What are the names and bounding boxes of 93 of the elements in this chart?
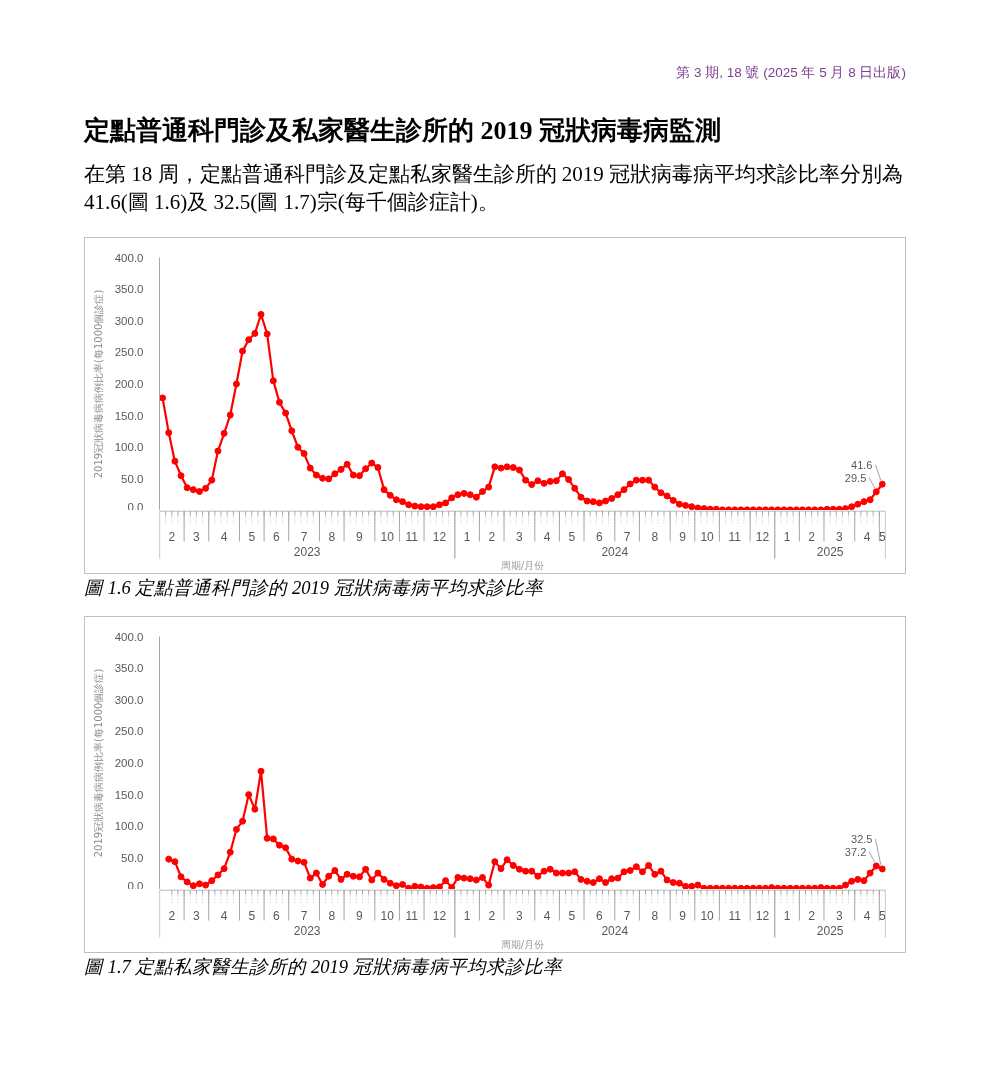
x-tick-label: 11 xyxy=(405,909,419,924)
x-tick-label: 9 xyxy=(679,909,687,924)
y-tick-label: 400.0 xyxy=(114,251,144,264)
x-tick-label: 11 xyxy=(728,909,742,924)
x-tick-label: 1 xyxy=(463,909,471,924)
x-tick-label: 11 xyxy=(728,530,742,544)
x-tick-label: 9 xyxy=(356,909,364,924)
x-tick-label: 9 xyxy=(356,530,364,544)
x-tick-label: 10 xyxy=(700,530,715,544)
x-tick-label: 3 xyxy=(193,530,201,544)
y-axis-title: 2019冠狀病毒病病例比率(每1000個診症) xyxy=(92,289,104,479)
x-tick-label: 2 xyxy=(168,530,176,544)
data-label: 29.5 xyxy=(844,471,867,484)
x-tick-label: 4 xyxy=(543,909,551,924)
x-tick-label: 12 xyxy=(432,530,447,544)
y-tick-label: 0.0 xyxy=(127,879,144,892)
y-tick-label: 0.0 xyxy=(127,500,144,513)
x-tick-label: 6 xyxy=(273,909,281,924)
x-tick-label: 1 xyxy=(463,530,471,544)
x-tick-label: 12 xyxy=(432,909,447,924)
x-tick-label: 5 xyxy=(568,909,576,924)
data-label: 32.5 xyxy=(851,833,873,846)
text: 2023 xyxy=(293,545,321,559)
y-tick-label: 100.0 xyxy=(114,820,144,833)
x-tick-label: 3 xyxy=(516,530,524,544)
x-tick-label: 2 xyxy=(808,909,816,924)
x-tick-label: 1 xyxy=(783,530,791,544)
y-tick-label: 150.0 xyxy=(114,409,144,422)
x-tick-label: 7 xyxy=(300,530,308,544)
x-tick-label: 6 xyxy=(596,530,604,544)
y-tick-label: 300.0 xyxy=(114,314,144,327)
x-axis-title: 周期/月份 xyxy=(500,560,545,571)
x-tick-label: 10 xyxy=(700,909,715,924)
text: 2025 xyxy=(816,924,844,939)
x-tick-label: 4 xyxy=(220,530,228,544)
data-label: 41.6 xyxy=(851,458,873,471)
x-tick-label: 3 xyxy=(836,530,844,544)
x-tick-label: 12 xyxy=(755,909,770,924)
y-tick-label: 150.0 xyxy=(114,788,144,801)
data-label: 37.2 xyxy=(844,846,867,859)
text: 定點普通科門診及私家醫生診所的 2019 冠狀病毒病監測 xyxy=(84,116,722,146)
y-tick-label: 50.0 xyxy=(121,852,144,865)
y-tick-label: 100.0 xyxy=(114,441,144,454)
x-tick-label: 2 xyxy=(488,909,496,924)
x-tick-label: 10 xyxy=(380,530,395,544)
x-tick-label: 8 xyxy=(651,909,659,924)
x-tick-label: 7 xyxy=(623,530,631,544)
x-axis-title: 周期/月份 xyxy=(500,939,545,951)
x-tick-label: 4 xyxy=(863,909,871,924)
x-tick-label: 12 xyxy=(755,530,770,544)
x-tick-label: 6 xyxy=(273,530,281,544)
y-tick-label: 350.0 xyxy=(114,283,144,296)
x-tick-label: 7 xyxy=(300,909,308,924)
x-tick-label: 5 xyxy=(248,530,256,544)
x-tick-label: 5 xyxy=(879,909,887,924)
x-tick-label: 8 xyxy=(328,530,336,544)
x-tick-label: 10 xyxy=(380,909,395,924)
x-tick-label: 1 xyxy=(783,909,791,924)
y-tick-label: 300.0 xyxy=(114,693,144,706)
text: 2024 xyxy=(601,545,629,559)
x-tick-label: 5 xyxy=(568,530,576,544)
y-tick-label: 250.0 xyxy=(114,725,144,738)
x-tick-label: 11 xyxy=(405,530,419,544)
y-tick-label: 50.0 xyxy=(121,472,144,485)
x-tick-label: 3 xyxy=(516,909,524,924)
text: 2023 xyxy=(293,924,321,939)
y-tick-label: 200.0 xyxy=(114,757,144,770)
x-tick-label: 4 xyxy=(220,909,228,924)
x-tick-label: 8 xyxy=(651,530,659,544)
text: 第 3 期, 18 號 (2025 年 5 月 8 日出版) xyxy=(675,64,906,82)
x-tick-label: 3 xyxy=(193,909,201,924)
text: 圖 1.7 定點私家醫生診所的 2019 冠狀病毒病平均求診比率 xyxy=(84,956,564,979)
x-tick-label: 9 xyxy=(679,530,687,544)
x-tick-label: 8 xyxy=(328,909,336,924)
x-tick-label: 4 xyxy=(863,530,871,544)
x-tick-label: 3 xyxy=(836,909,844,924)
y-tick-label: 200.0 xyxy=(114,378,144,390)
text: 在第 18 周，定點普通科門診及定點私家醫生診所的 2019 冠狀病毒病平均求診比率分別為 41.6(圖 1.6)及 32.5(圖 1.7)宗(每千個診症計)。 xyxy=(84,161,904,216)
y-axis-title: 2019冠狀病毒病病例比率(每1000個診症) xyxy=(92,668,104,858)
x-tick-label: 5 xyxy=(879,530,887,544)
text: 2025 xyxy=(816,545,844,559)
x-tick-label: 5 xyxy=(248,909,256,924)
x-tick-label: 7 xyxy=(623,909,631,924)
x-tick-label: 2 xyxy=(488,530,496,544)
x-tick-label: 6 xyxy=(596,909,604,924)
y-tick-label: 250.0 xyxy=(114,346,144,359)
y-tick-label: 350.0 xyxy=(114,662,144,675)
text: 2024 xyxy=(601,924,629,939)
x-tick-label: 2 xyxy=(808,530,816,544)
text: 圖 1.6 定點普通科門診的 2019 冠狀病毒病平均求診比率 xyxy=(84,577,545,599)
x-tick-label: 2 xyxy=(168,909,176,924)
y-tick-label: 400.0 xyxy=(114,630,144,643)
x-tick-label: 4 xyxy=(543,530,551,544)
